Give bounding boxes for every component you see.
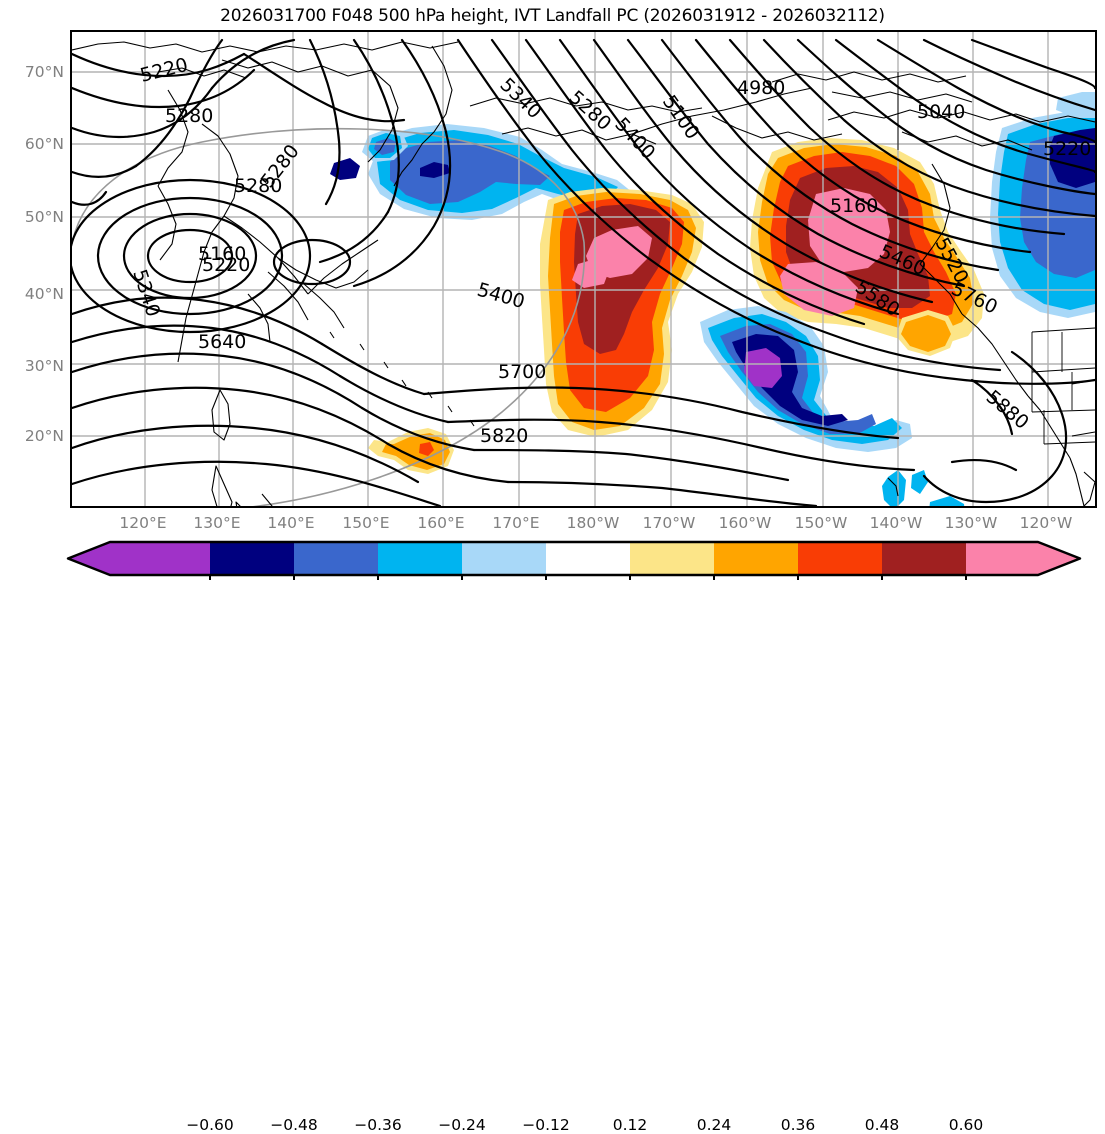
figure-canvas: 2026031700 F048 500 hPa height, IVT Land… xyxy=(0,6,1105,1134)
svg-text:5220: 5220 xyxy=(138,54,190,87)
height-contour-layer xyxy=(72,38,1095,506)
y-tick-label-20N: 20°N xyxy=(24,427,64,445)
colorbar-tick-label-3: −0.24 xyxy=(438,1116,486,1134)
domain-boundary-arc xyxy=(72,127,586,506)
colorbar-cell-navy xyxy=(210,542,294,575)
fill-neg-0.24-hawaii2 xyxy=(911,470,928,494)
colorbar-cell-purple xyxy=(110,542,210,575)
x-tick-label-160W: 160°W xyxy=(718,514,772,532)
colorbar-cell-blue xyxy=(294,542,378,575)
x-tick-label-140E: 140°E xyxy=(267,514,315,532)
colorbar-cell-darkred xyxy=(882,542,966,575)
fill-pos-0.60-central2 xyxy=(572,258,610,288)
svg-text:5820: 5820 xyxy=(480,425,528,447)
fill-neg-0.36-nw xyxy=(390,140,550,204)
svg-text:5280: 5280 xyxy=(234,175,282,197)
colorbar-svg xyxy=(66,540,1082,580)
svg-text:5160: 5160 xyxy=(830,195,878,217)
x-tick-label-120W: 120°W xyxy=(1019,514,1073,532)
colorbar-cell-orange xyxy=(714,542,798,575)
svg-text:5640: 5640 xyxy=(198,331,246,353)
svg-text:4980: 4980 xyxy=(737,77,785,99)
fill-neg-0.24-hawaii3 xyxy=(929,496,965,506)
colorbar-cell-pink xyxy=(966,542,1038,575)
colorbar-cell-ltblue xyxy=(462,542,546,575)
colorbar-tick-label-8: 0.48 xyxy=(864,1116,900,1134)
svg-text:5220: 5220 xyxy=(1043,138,1091,160)
colorbar-swatches xyxy=(68,542,1080,575)
colorbar-cell-ltyellow xyxy=(630,542,714,575)
svg-text:5160: 5160 xyxy=(198,243,246,265)
colorbar-tick-label-0: −0.60 xyxy=(186,1116,234,1134)
x-tick-label-150W: 150°W xyxy=(794,514,848,532)
fill-pos-0.24-sw-spot xyxy=(382,433,450,470)
colorbar-tick-label-2: −0.36 xyxy=(354,1116,402,1134)
colorbar-tick-label-5: 0.12 xyxy=(612,1116,648,1134)
y-tick-label-50N: 50°N xyxy=(24,208,64,226)
colorbar-extend-low xyxy=(68,542,110,575)
svg-text:5040: 5040 xyxy=(917,101,965,123)
svg-text:5700: 5700 xyxy=(498,361,546,383)
colorbar-tick-label-7: 0.36 xyxy=(780,1116,816,1134)
fill-pos-0.60-ne xyxy=(808,188,890,272)
colorbar-tick-label-6: 0.24 xyxy=(696,1116,732,1134)
colorbar-tick-label-9: 0.60 xyxy=(948,1116,984,1134)
y-tick-label-70N: 70°N xyxy=(24,63,64,81)
colorbar-extend-high xyxy=(1038,542,1080,575)
x-tick-label-130E: 130°E xyxy=(193,514,241,532)
lat-lon-gridlines xyxy=(72,32,1095,506)
map-plot-area[interactable]: 5220 5280 5280 5280 5340 5160 5220 5640 … xyxy=(70,30,1097,508)
x-tick-label-150E: 150°E xyxy=(342,514,390,532)
colorbar-cell-cyan xyxy=(378,542,462,575)
x-tick-label-140W: 140°W xyxy=(869,514,923,532)
colorbar[interactable]: −0.60 −0.48 −0.36 −0.24 −0.12 0.12 0.24 … xyxy=(0,540,1105,1134)
svg-text:5220: 5220 xyxy=(202,254,250,276)
svg-text:5280: 5280 xyxy=(165,105,213,127)
colorbar-cell-orangered xyxy=(798,542,882,575)
filled-contour-layer xyxy=(330,92,1095,506)
fill-pos-0.60-ne2 xyxy=(780,262,858,316)
political-border-layer xyxy=(897,72,1095,445)
fill-pos-0.24-ne-lobe xyxy=(901,315,951,352)
fill-neg-0.60-sub xyxy=(744,348,782,388)
figure-title: 2026031700 F048 500 hPa height, IVT Land… xyxy=(220,6,885,26)
x-tick-label-160E: 160°E xyxy=(417,514,465,532)
map-svg: 5220 5280 5280 5280 5340 5160 5220 5640 … xyxy=(72,32,1095,506)
x-tick-label-170E: 170°E xyxy=(492,514,540,532)
x-tick-label-180W: 180°W xyxy=(566,514,620,532)
fill-pos-0.36-sw-spot xyxy=(419,442,434,456)
y-tick-label-60N: 60°N xyxy=(24,135,64,153)
x-tick-label-130W: 130°W xyxy=(944,514,998,532)
y-tick-label-40N: 40°N xyxy=(24,285,64,303)
fill-neg-0.48-nw2 xyxy=(330,158,360,180)
x-tick-label-170W: 170°W xyxy=(642,514,696,532)
colorbar-ticks xyxy=(209,575,967,580)
colorbar-tick-label-4: −0.12 xyxy=(522,1116,570,1134)
y-tick-label-30N: 30°N xyxy=(24,357,64,375)
fill-neg-0.48-far-ne xyxy=(1050,128,1095,188)
colorbar-outline xyxy=(66,540,1082,577)
colorbar-tick-label-1: −0.48 xyxy=(270,1116,318,1134)
colorbar-cell-white xyxy=(546,542,630,575)
x-tick-label-120E: 120°E xyxy=(119,514,167,532)
fill-neg-0.24-hawaii1 xyxy=(882,470,906,506)
